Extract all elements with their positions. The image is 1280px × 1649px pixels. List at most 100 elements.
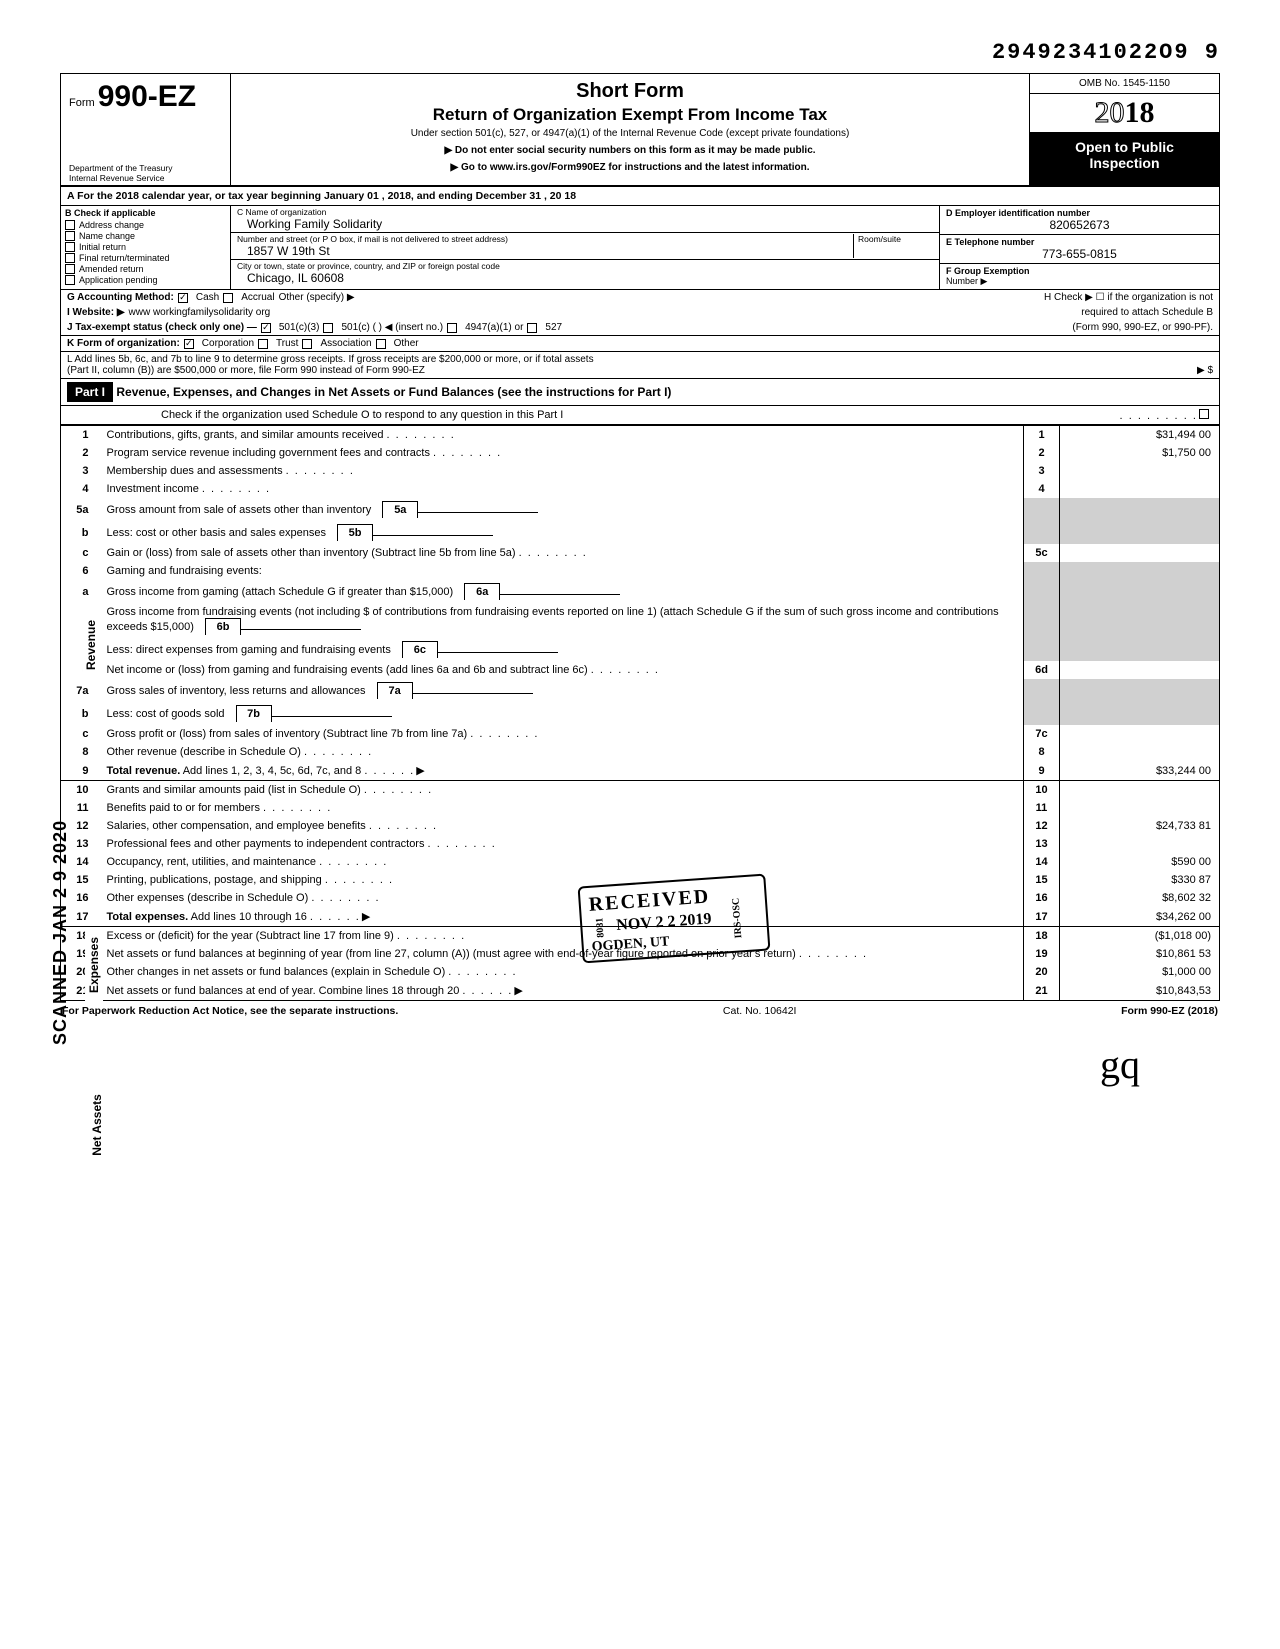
chk-corporation[interactable]: ✓ (184, 339, 194, 349)
line-row: bLess: cost of goods sold 7b (61, 702, 1220, 725)
line-number: a (61, 580, 101, 603)
line-number: 7a (61, 679, 101, 702)
line-amount (1060, 562, 1220, 580)
inner-line-num: 6c (402, 641, 438, 658)
line-desc: Gain or (loss) from sale of assets other… (101, 544, 1024, 562)
line-amount: $24,733 81 (1060, 817, 1220, 835)
line-row: cLess: direct expenses from gaming and f… (61, 638, 1220, 661)
chk-cash[interactable]: ✓ (178, 293, 188, 303)
part1-title: Revenue, Expenses, and Changes in Net As… (116, 385, 671, 399)
line-numcol: 9 (1024, 761, 1060, 781)
line-numcol: 3 (1024, 462, 1060, 480)
line-row: 14Occupancy, rent, utilities, and mainte… (61, 853, 1220, 871)
dept-treasury: Department of the Treasury Internal Reve… (69, 164, 222, 183)
inner-line-val (413, 693, 533, 694)
chk-address-change[interactable]: Address change (65, 220, 226, 230)
website: www workingfamilysolidarity org (129, 307, 271, 318)
part1-label: Part I (67, 382, 113, 402)
line-row: 5aGross amount from sale of assets other… (61, 498, 1220, 521)
line-numcol: 6d (1024, 661, 1060, 679)
line-number: 6 (61, 562, 101, 580)
inner-line-val (241, 629, 361, 630)
chk-501c[interactable] (323, 323, 333, 333)
chk-association[interactable] (302, 339, 312, 349)
chk-trust[interactable] (258, 339, 268, 349)
line-amount (1060, 799, 1220, 817)
inner-line-num: 5a (382, 501, 418, 518)
line-desc: Membership dues and assessments . . . . … (101, 462, 1024, 480)
row-j-tax-status: J Tax-exempt status (check only one) — ✓… (61, 320, 1219, 336)
line-desc: Gross profit or (loss) from sales of inv… (101, 725, 1024, 743)
line-numcol (1024, 679, 1060, 702)
phone: 773-655-0815 (946, 247, 1213, 261)
line-number: b (61, 702, 101, 725)
line-row: 15Printing, publications, postage, and s… (61, 871, 1220, 889)
chk-initial-return[interactable]: Initial return (65, 242, 226, 252)
status-rows: G Accounting Method: ✓Cash Accrual Other… (60, 290, 1220, 379)
line-amount: $31,494 00 (1060, 426, 1220, 445)
line-amount: $10,843,53 (1060, 981, 1220, 1001)
chk-amended-return[interactable]: Amended return (65, 264, 226, 274)
line-row: 18Excess or (deficit) for the year (Subt… (61, 927, 1220, 946)
line-row: bGross income from fundraising events (n… (61, 603, 1220, 638)
line-amount: $8,602 32 (1060, 889, 1220, 907)
line-numcol: 5c (1024, 544, 1060, 562)
header-right: OMB No. 1545-1150 2018 Open to Public In… (1029, 74, 1219, 185)
line-numcol: 13 (1024, 835, 1060, 853)
chk-final-return[interactable]: Final return/terminated (65, 253, 226, 263)
inner-line-val (418, 512, 538, 513)
line-amount (1060, 702, 1220, 725)
org-city: Chicago, IL 60608 (237, 271, 933, 285)
line-numcol: 7c (1024, 725, 1060, 743)
line-amount (1060, 638, 1220, 661)
inner-line-num: 6a (464, 583, 500, 600)
org-info-grid: B Check if applicable Address change Nam… (60, 206, 1220, 290)
line-number: 3 (61, 462, 101, 480)
line-desc: Net income or (loss) from gaming and fun… (101, 661, 1024, 679)
line-row: 2Program service revenue including gover… (61, 444, 1220, 462)
line-numcol (1024, 603, 1060, 638)
line-numcol: 21 (1024, 981, 1060, 1001)
line-number: 1 (61, 426, 101, 445)
chk-527[interactable] (527, 323, 537, 333)
line-numcol: 17 (1024, 907, 1060, 927)
line-amount: $33,244 00 (1060, 761, 1220, 781)
chk-name-change[interactable]: Name change (65, 231, 226, 241)
row-k-form-org: K Form of organization: ✓Corporation Tru… (61, 336, 1219, 352)
chk-sched-o[interactable] (1199, 409, 1209, 419)
col-c-org: C Name of organization Working Family So… (231, 206, 939, 289)
line-number: 10 (61, 781, 101, 800)
row-l-gross: L Add lines 5b, 6c, and 7b to line 9 to … (61, 352, 1219, 378)
line-desc: Program service revenue including govern… (101, 444, 1024, 462)
page-id: 29492341022O9 9 (60, 40, 1220, 65)
line-amount (1060, 462, 1220, 480)
footer: For Paperwork Reduction Act Notice, see … (60, 1001, 1220, 1021)
inner-line-num: 6b (205, 618, 241, 635)
line-desc: Contributions, gifts, grants, and simila… (101, 426, 1024, 445)
signature-mark: gq (60, 1041, 1220, 1088)
chk-other-org[interactable] (376, 339, 386, 349)
line-amount (1060, 521, 1220, 544)
line-desc: Other expenses (describe in Schedule O) … (101, 889, 1024, 907)
line-number: 9 (61, 761, 101, 781)
line-row: 9Total revenue. Add lines 1, 2, 3, 4, 5c… (61, 761, 1220, 781)
line-number: 4 (61, 480, 101, 498)
line-desc: Printing, publications, postage, and shi… (101, 871, 1024, 889)
line-numcol: 12 (1024, 817, 1060, 835)
chk-4947[interactable] (447, 323, 457, 333)
line-amount (1060, 781, 1220, 800)
subtitle: Under section 501(c), 527, or 4947(a)(1)… (239, 128, 1021, 139)
chk-501c3[interactable]: ✓ (261, 323, 271, 333)
line-row: cGross profit or (loss) from sales of in… (61, 725, 1220, 743)
line-number: b (61, 521, 101, 544)
col-b-checkboxes: B Check if applicable Address change Nam… (61, 206, 231, 289)
line-amount: $34,262 00 (1060, 907, 1220, 927)
line-numcol: 1 (1024, 426, 1060, 445)
chk-accrual[interactable] (223, 293, 233, 303)
chk-application-pending[interactable]: Application pending (65, 275, 226, 285)
line-numcol: 2 (1024, 444, 1060, 462)
line-row: cGain or (loss) from sale of assets othe… (61, 544, 1220, 562)
line-numcol: 18 (1024, 927, 1060, 946)
inner-line-val (373, 535, 493, 536)
goto-text: ▶ Go to www.irs.gov/Form990EZ for instru… (239, 162, 1021, 173)
